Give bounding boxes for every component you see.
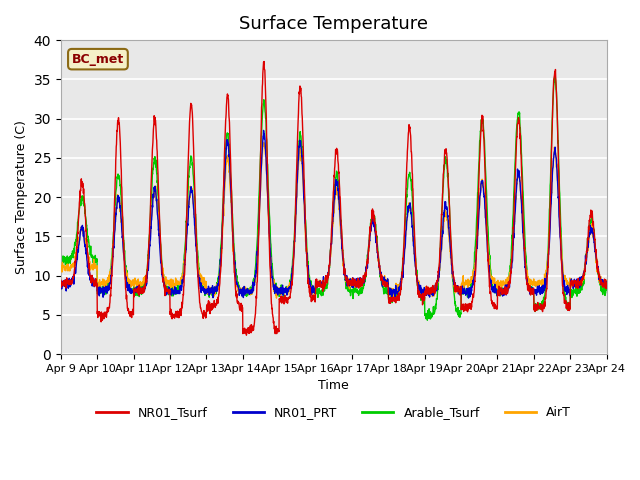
AirT [555, 203, 563, 208]
Line: AirT: AirT [61, 143, 607, 298]
AirT [209, 290, 217, 296]
Arable_Tsurf [349, 287, 357, 293]
AirT [603, 280, 611, 286]
NR01_PRT [57, 278, 65, 284]
NR01_Tsurf [260, 59, 268, 64]
NR01_PRT [209, 295, 217, 300]
NR01_Tsurf [57, 277, 65, 283]
NR01_Tsurf [570, 278, 578, 284]
NR01_PRT [260, 128, 268, 133]
NR01_PRT [362, 271, 369, 276]
X-axis label: Time: Time [318, 379, 349, 392]
Arable_Tsurf [555, 161, 563, 167]
NR01_Tsurf [243, 332, 250, 338]
AirT [57, 266, 65, 272]
Y-axis label: Surface Temperature (C): Surface Temperature (C) [15, 120, 28, 274]
NR01_PRT [603, 282, 611, 288]
Title: Surface Temperature: Surface Temperature [239, 15, 428, 33]
NR01_Tsurf [555, 170, 563, 176]
AirT [260, 140, 268, 145]
NR01_PRT [349, 283, 357, 289]
NR01_PRT [465, 295, 472, 301]
NR01_Tsurf [209, 303, 217, 309]
Arable_Tsurf [209, 288, 217, 294]
NR01_Tsurf [350, 278, 358, 284]
NR01_Tsurf [493, 305, 500, 311]
Arable_Tsurf [492, 287, 500, 292]
Line: Arable_Tsurf: Arable_Tsurf [61, 75, 607, 320]
Arable_Tsurf [570, 289, 578, 295]
Arable_Tsurf [603, 285, 611, 290]
Text: BC_met: BC_met [72, 53, 124, 66]
Line: NR01_Tsurf: NR01_Tsurf [61, 61, 607, 335]
AirT [350, 279, 358, 285]
NR01_PRT [493, 288, 500, 294]
Line: NR01_PRT: NR01_PRT [61, 131, 607, 298]
Arable_Tsurf [57, 260, 65, 266]
AirT [570, 279, 578, 285]
AirT [273, 295, 280, 301]
Arable_Tsurf [424, 317, 431, 323]
NR01_PRT [570, 279, 578, 285]
Arable_Tsurf [552, 72, 559, 78]
NR01_Tsurf [362, 270, 369, 276]
Legend: NR01_Tsurf, NR01_PRT, Arable_Tsurf, AirT: NR01_Tsurf, NR01_PRT, Arable_Tsurf, AirT [92, 401, 576, 424]
AirT [493, 279, 500, 285]
AirT [362, 268, 369, 274]
NR01_PRT [555, 198, 563, 204]
Arable_Tsurf [362, 278, 369, 284]
NR01_Tsurf [603, 281, 611, 287]
